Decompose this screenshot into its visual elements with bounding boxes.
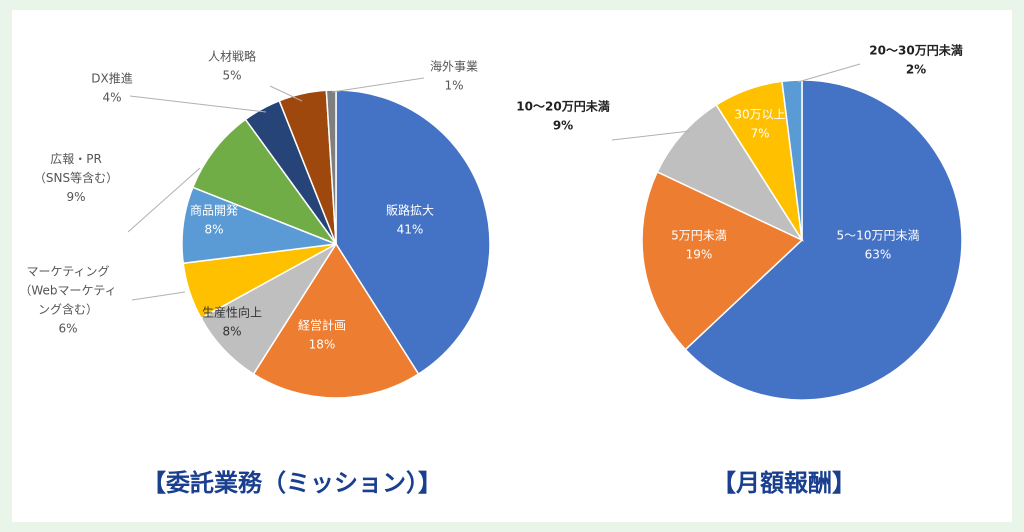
chart1-leader-line-6 [129,95,267,113]
chart1-slice-7-percent: 5% [222,69,241,83]
chart2-slice-3-label: 30万以上 [734,108,785,122]
chart1-slice-2-label: 生産性向上 [202,305,262,320]
chart1-slice-8-percent: 1% [444,79,463,93]
chart2-slice-2-label: 10～20万円未満 [516,99,609,114]
chart2-slice-4 [781,79,803,241]
chart1-slice-3-percent: 6% [58,322,77,336]
chart1-slice-0-label: 販路拡大 [386,203,434,218]
chart2-leader-line-2 [611,130,691,141]
chart1-slice-3-label: ング含む） [38,302,98,317]
chart1-slice-4-label: 商品開発 [190,203,238,218]
chart1-slice-6-label: DX推進 [91,72,132,86]
chart1-slice-5-label: （SNS等含む） [34,170,118,185]
chart1-leader-line-5 [127,167,201,233]
chart2-slice-0-label: 5～10万円未満 [837,229,920,243]
chart1-slice-3-label: マーケティング [26,265,109,279]
chart1-slice-5-percent: 9% [66,190,85,204]
chart2-slice-1 [641,170,804,351]
chart2-leader-line-4 [797,63,861,83]
chart1-slice-0 [335,89,491,376]
chart1-slice-3-label: （Webマーケティ [19,284,116,298]
chart1-slice-7-label: 人材戦略 [208,49,256,64]
chart2-slice-2 [656,103,805,242]
chart2-slice-0-percent: 63% [865,248,892,262]
chart1-slice-1-label: 経営計画 [298,318,346,333]
chart2-slice-4-label: 20～30万円未満 [869,43,962,58]
chart2-slice-1-percent: 19% [686,248,713,262]
chart2-slice-2-percent: 9% [553,119,573,133]
chart1-leader-line-7 [269,85,303,102]
chart1-slice-1 [252,242,420,399]
chart1-slice-8 [325,89,337,245]
chart1-slice-4-percent: 8% [204,223,223,237]
chart1-title: 【委託業務（ミッション）】 [142,469,442,497]
chart1-slice-8-label: 海外事業 [430,59,478,74]
chart2-title: 【月額報酬】 [712,469,856,497]
chart2-slice-0 [684,79,963,401]
chart1-slice-0-percent: 41% [397,223,424,237]
chart1-slice-6-percent: 4% [102,91,121,105]
chart2-slice-3-percent: 7% [750,127,769,141]
chart1-slice-2-percent: 8% [222,325,241,339]
chart2-slice-1-label: 5万円未満 [671,229,727,243]
chart1-slice-5-label: 広報・PR [50,152,102,166]
chart1-slice-5 [191,118,339,246]
chart2-slice-4-percent: 2% [906,63,926,77]
chart1-leader-line-3 [131,291,186,301]
chart1-slice-1-percent: 18% [309,338,336,352]
chart1-leader-line-8 [331,77,425,93]
